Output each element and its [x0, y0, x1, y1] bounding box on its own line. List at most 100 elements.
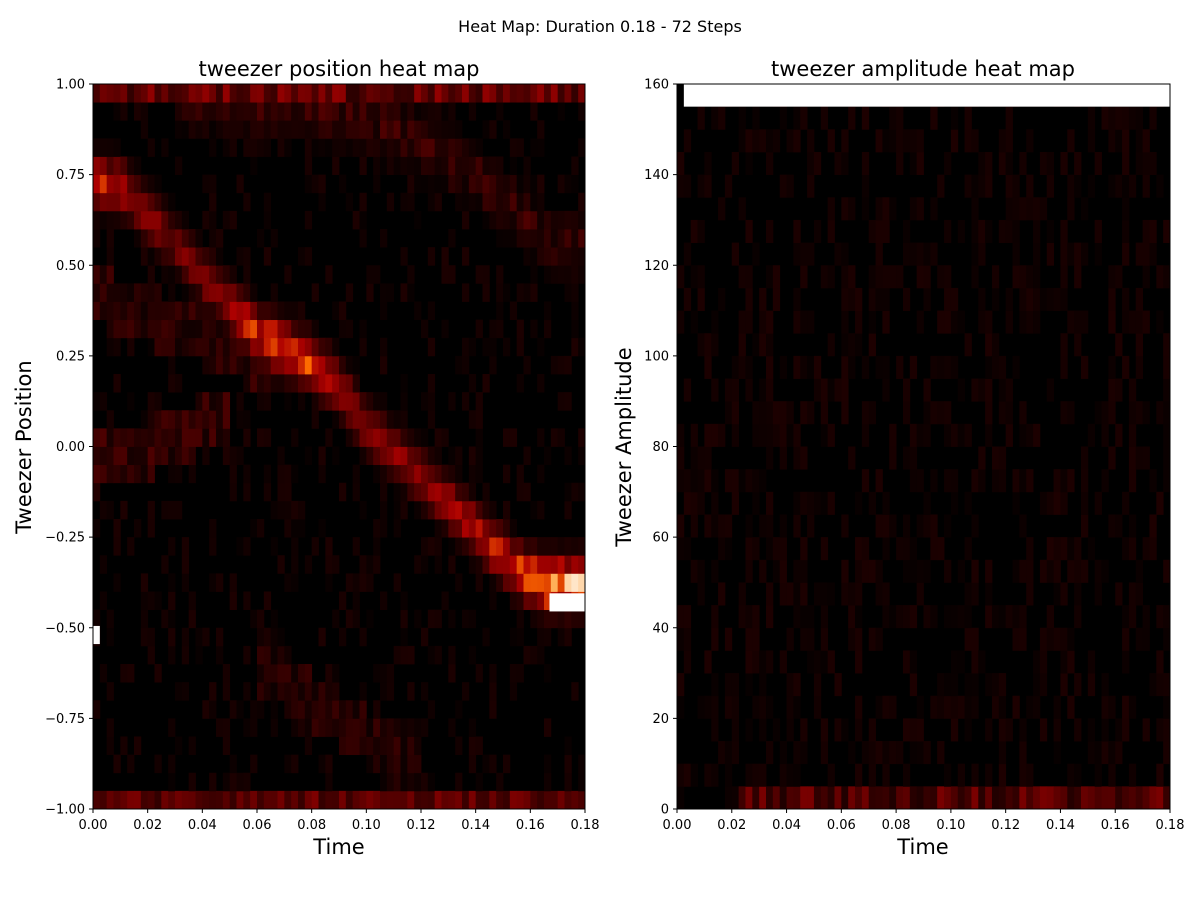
position-heatmap-cell [373, 392, 381, 411]
position-heatmap-cell [503, 337, 511, 357]
position-heatmap-cell [482, 374, 490, 393]
amplitude-heatmap-cell [971, 673, 979, 697]
position-heatmap-cell [578, 772, 586, 792]
amplitude-heatmap-cell [1067, 627, 1075, 651]
amplitude-heatmap-cell [766, 355, 774, 379]
position-heatmap-cell [332, 664, 340, 683]
position-heatmap-cell [154, 174, 162, 194]
amplitude-heatmap-cell [882, 582, 890, 606]
position-heatmap-cell [134, 210, 142, 230]
position-heatmap-cell [257, 319, 265, 339]
amplitude-heatmap-cell [1060, 786, 1068, 810]
amplitude-heatmap-cell [841, 559, 849, 583]
position-heatmap-cell [530, 555, 538, 574]
amplitude-heatmap-cell [1156, 718, 1164, 742]
position-heatmap-cell [147, 301, 155, 321]
amplitude-y-tick-label: 0 [661, 803, 669, 818]
position-heatmap-cell [318, 355, 326, 375]
position-heatmap-cell [448, 537, 456, 556]
amplitude-heatmap-cell [978, 786, 986, 810]
amplitude-heatmap-cell [985, 151, 993, 176]
position-heatmap-cell [250, 700, 258, 719]
amplitude-heatmap-cell [848, 605, 856, 629]
position-heatmap-cell [380, 754, 388, 774]
position-heatmap-cell [468, 192, 477, 212]
amplitude-heatmap-cell [800, 627, 808, 651]
amplitude-heatmap-cell [786, 174, 794, 198]
amplitude-heatmap-cell [861, 786, 870, 810]
position-heatmap-cell [427, 337, 436, 357]
amplitude-heatmap-cell [807, 627, 815, 651]
amplitude-heatmap-cell [937, 401, 945, 425]
position-heatmap-cell [564, 736, 572, 756]
position-heatmap-cell [380, 283, 388, 302]
position-heatmap-cell [530, 500, 538, 520]
position-heatmap-cell [509, 428, 518, 447]
position-heatmap-cell [127, 537, 135, 556]
position-heatmap-cell [380, 84, 388, 103]
position-heatmap-cell [352, 392, 360, 411]
amplitude-heatmap-cell [998, 446, 1007, 470]
position-heatmap-cell [147, 247, 155, 266]
amplitude-heatmap-cell [731, 786, 740, 810]
amplitude-heatmap-cell [1108, 514, 1116, 538]
amplitude-heatmap-cell [950, 786, 959, 810]
amplitude-heatmap-cell [1039, 673, 1048, 697]
position-heatmap-cell [284, 519, 292, 538]
position-heatmap-cell [564, 609, 572, 629]
position-heatmap-cell [222, 138, 231, 157]
amplitude-heatmap-cell [745, 378, 753, 402]
position-heatmap-cell [359, 573, 367, 592]
position-heatmap-cell [455, 446, 463, 466]
position-heatmap-cell [257, 519, 265, 538]
position-heatmap-cell [257, 102, 265, 121]
amplitude-heatmap-cell [923, 287, 931, 311]
amplitude-heatmap-cell [1067, 129, 1075, 153]
amplitude-heatmap-cell [868, 310, 876, 334]
position-heatmap-cell [427, 645, 436, 665]
position-heatmap-cell [209, 537, 217, 556]
position-heatmap-cell [106, 464, 114, 484]
position-heatmap-cell [188, 301, 196, 321]
amplitude-heatmap-cell [1019, 718, 1027, 742]
position-heatmap-cell [427, 609, 436, 629]
position-heatmap-cell [468, 138, 477, 157]
amplitude-heatmap-cell [950, 310, 959, 334]
position-heatmap-cell [366, 428, 374, 447]
position-heatmap-cell [161, 446, 169, 466]
amplitude-heatmap-cell [1115, 741, 1123, 765]
position-heatmap-cell [530, 138, 538, 157]
amplitude-heatmap-cell [1046, 378, 1054, 402]
position-heatmap-cell [537, 428, 545, 447]
amplitude-heatmap-cell [1005, 197, 1013, 221]
position-heatmap-cell [468, 482, 477, 502]
amplitude-heatmap-cell [800, 491, 808, 515]
position-heatmap-cell [475, 537, 483, 556]
amplitude-heatmap-cell [677, 174, 685, 198]
amplitude-heatmap-cell [807, 605, 815, 629]
position-heatmap-cell [99, 464, 108, 484]
position-heatmap-cell [134, 301, 142, 321]
position-heatmap-cell [537, 229, 545, 248]
position-heatmap-cell [168, 210, 176, 230]
amplitude-heatmap-cell [889, 446, 897, 470]
amplitude-heatmap-cell [991, 695, 1000, 719]
amplitude-heatmap-cell [841, 378, 849, 402]
position-heatmap-cell [386, 446, 395, 466]
position-heatmap-cell [400, 446, 408, 466]
position-heatmap-cell [475, 736, 483, 756]
amplitude-heatmap-cell [704, 695, 712, 719]
position-heatmap-cell [318, 84, 326, 103]
position-heatmap-cell [475, 138, 483, 157]
position-heatmap-cell [318, 464, 326, 484]
position-heatmap-cell [229, 754, 237, 774]
amplitude-heatmap-cell [1039, 151, 1048, 176]
amplitude-heatmap-cell [1012, 197, 1020, 221]
position-heatmap-cell [564, 446, 572, 466]
amplitude-heatmap-cell [902, 718, 911, 742]
position-heatmap-cell [345, 392, 354, 411]
position-heatmap-cell [270, 790, 278, 810]
amplitude-heatmap-cell [985, 355, 993, 379]
position-heatmap-cell [195, 337, 203, 357]
position-heatmap-cell [475, 555, 483, 574]
